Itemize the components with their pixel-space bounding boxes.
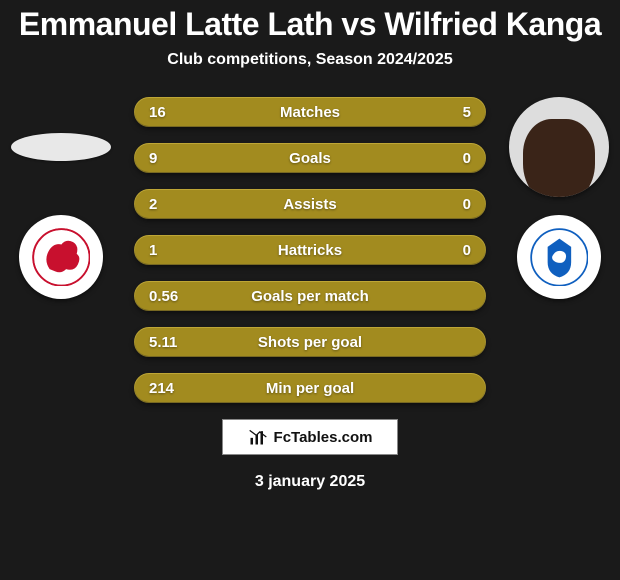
middlesbrough-icon [32,228,91,287]
stat-row: 16 Matches 5 [134,97,486,127]
player-right-column [504,97,614,299]
cardiff-city-icon [530,228,589,287]
stat-value-left: 5.11 [149,334,177,351]
stat-row: 2 Assists 0 [134,189,486,219]
stat-value-right: 0 [463,150,471,167]
stat-row: 1 Hattricks 0 [134,235,486,265]
stat-label: Shots per goal [258,334,362,351]
player-right-head-icon [523,119,595,197]
comparison-subtitle: Club competitions, Season 2024/2025 [0,51,620,69]
stat-row: 5.11 Shots per goal [134,327,486,357]
stat-label: Min per goal [266,380,354,397]
club-crest-right [517,215,601,299]
stat-label: Matches [280,104,340,121]
stat-row: 0.56 Goals per match [134,281,486,311]
stat-label: Hattricks [278,242,342,259]
stat-label: Goals per match [251,288,369,305]
fctables-logo-text: FcTables.com [274,429,373,446]
fctables-logo: FcTables.com [222,419,398,455]
stat-label: Goals [289,150,331,167]
player-left-column [6,97,116,299]
player-right-avatar [509,97,609,197]
stat-value-left: 9 [149,150,157,167]
stat-label: Assists [283,196,336,213]
stat-value-left: 2 [149,196,157,213]
stat-value-left: 0.56 [149,288,178,305]
player-left-avatar [11,133,111,161]
stat-value-right: 5 [463,104,471,121]
stat-row: 214 Min per goal [134,373,486,403]
club-crest-left [19,215,103,299]
stat-value-left: 214 [149,380,174,397]
stat-value-right: 0 [463,242,471,259]
footer-date: 3 january 2025 [0,473,620,491]
stat-value-left: 16 [149,104,166,121]
comparison-title: Emmanuel Latte Lath vs Wilfried Kanga [0,0,620,43]
bar-chart-icon [248,427,268,447]
comparison-body: 16 Matches 5 9 Goals 0 2 Assists 0 1 Hattricks 0 0.5… [0,97,620,403]
stat-row: 9 Goals 0 [134,143,486,173]
stat-rows: 16 Matches 5 9 Goals 0 2 Assists 0 1 Hattricks 0 0.5… [134,97,486,403]
stat-value-left: 1 [149,242,157,259]
stat-value-right: 0 [463,196,471,213]
